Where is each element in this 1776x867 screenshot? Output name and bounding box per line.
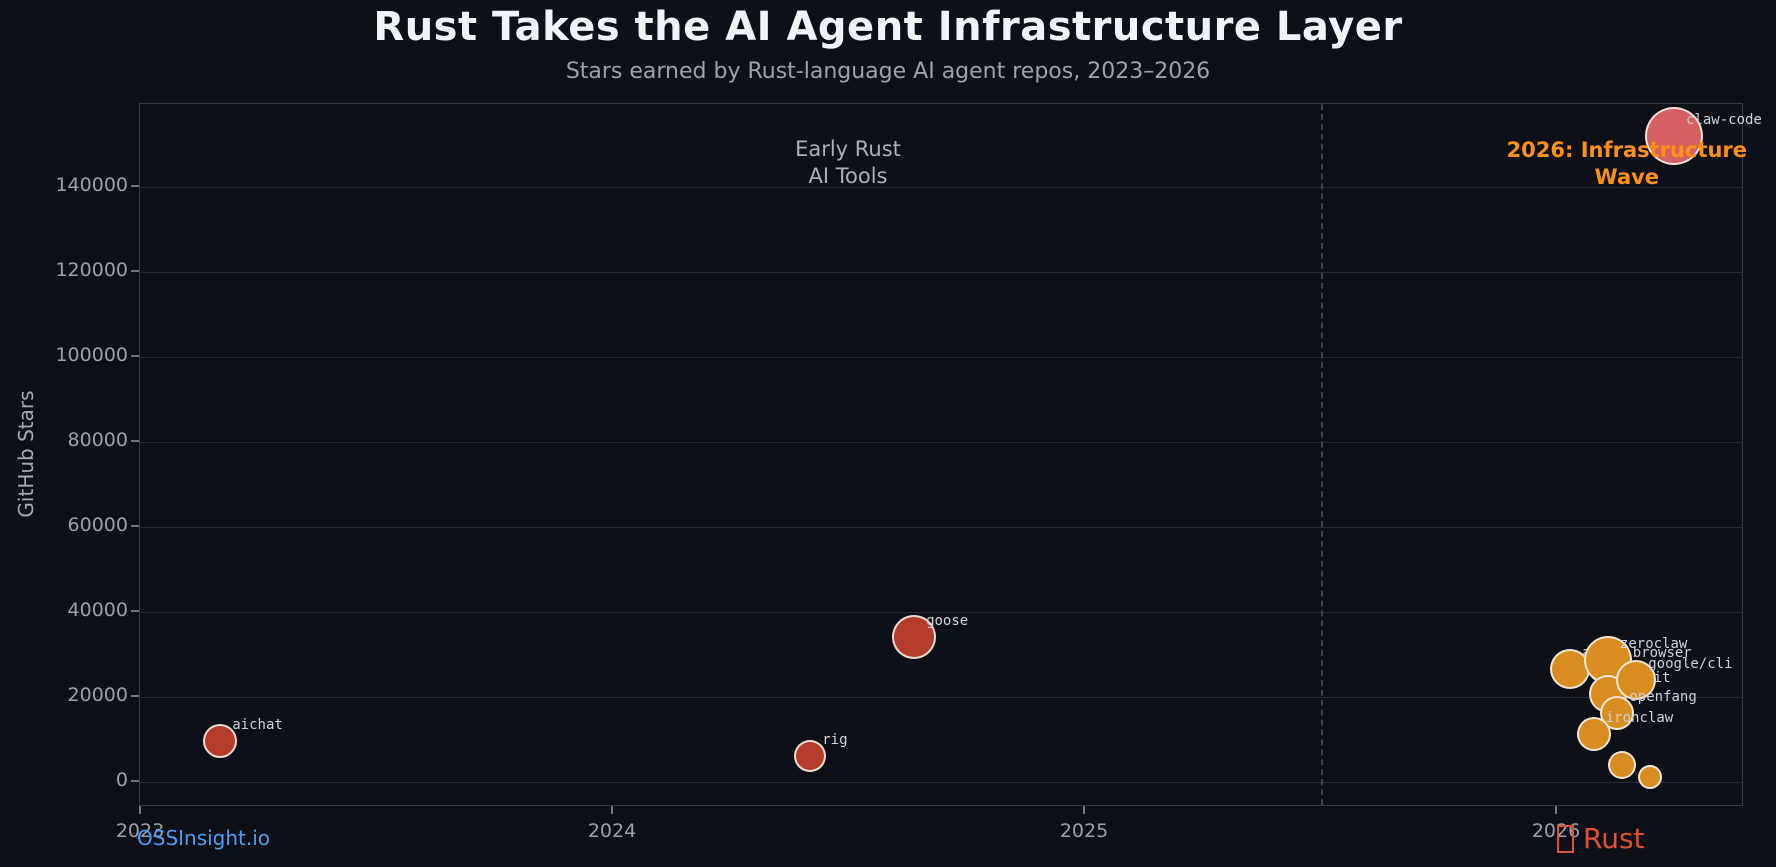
bubble-label-goose: goose	[926, 612, 969, 629]
y-gridline	[140, 527, 1742, 528]
chart-title: Rust Takes the AI Agent Infrastructure L…	[373, 4, 1403, 50]
y-gridline	[140, 697, 1742, 698]
y-gridline	[140, 612, 1742, 613]
y-tick-label: 20000	[67, 684, 128, 706]
bubble-rig[interactable]	[794, 739, 827, 772]
y-tick-mark	[131, 525, 139, 527]
era-divider-dashed-line	[1321, 104, 1323, 805]
bubble-google/cli[interactable]	[1616, 659, 1657, 700]
y-gridline	[140, 357, 1742, 358]
x-tick-mark	[139, 806, 141, 814]
ossinsight-link[interactable]: OSSInsight.io	[137, 826, 271, 850]
y-tick-label: 120000	[55, 259, 128, 281]
rust-brand-label: Rust	[1583, 822, 1645, 855]
bubble-unlabeled[interactable]	[1608, 750, 1637, 779]
bubble-aichat[interactable]	[203, 724, 238, 759]
y-tick-mark	[131, 695, 139, 697]
annotation-line: Early Rust	[795, 137, 901, 162]
y-tick-label: 100000	[55, 344, 128, 366]
rust-brand: Rust	[1557, 822, 1645, 855]
x-tick-mark	[611, 806, 613, 814]
y-gridline	[140, 187, 1742, 188]
annotation-infra-wave: 2026: Infrastructure Wave	[1507, 137, 1747, 191]
bubble-label-rig: rig	[822, 731, 848, 748]
y-tick-label: 40000	[67, 599, 128, 621]
bubble-label-zeroclaw: zeroclaw	[1619, 635, 1688, 652]
x-tick-mark	[1555, 806, 1557, 814]
y-tick-mark	[131, 780, 139, 782]
bubble-label-google/cli: google/cli	[1648, 655, 1733, 672]
bubble-goose[interactable]	[892, 614, 937, 659]
x-tick-label: 2023	[115, 820, 165, 842]
plot-area	[139, 103, 1743, 806]
annotation-early-rust: Early Rust AI Tools	[795, 136, 901, 190]
annotation-line: Wave	[1594, 165, 1660, 190]
y-tick-label: 0	[115, 769, 128, 791]
bubble-label-openfang: openfang	[1629, 689, 1697, 705]
y-gridline	[140, 272, 1742, 273]
crab-icon	[1557, 824, 1574, 853]
y-tick-label: 60000	[67, 514, 128, 536]
y-tick-mark	[131, 185, 139, 187]
x-tick-mark	[1083, 806, 1085, 814]
y-tick-mark	[131, 270, 139, 272]
bubble-label-aichat: aichat	[232, 717, 283, 734]
y-gridline	[140, 782, 1742, 783]
y-gridline	[140, 442, 1742, 443]
annotation-line: 2026: Infrastructure	[1506, 138, 1748, 163]
bubble-unlabeled[interactable]	[1638, 764, 1663, 789]
annotation-line: AI Tools	[808, 164, 888, 189]
bubble-label-ironclaw: ironclaw	[1605, 710, 1674, 727]
y-tick-label: 140000	[55, 174, 128, 196]
y-tick-mark	[131, 355, 139, 357]
y-tick-mark	[131, 440, 139, 442]
bubble-claw-code[interactable]	[1645, 106, 1703, 165]
bubble-ironclaw[interactable]	[1576, 717, 1611, 752]
x-tick-label: 2025	[1059, 820, 1109, 842]
bubble-label-claw-code: claw-code	[1686, 111, 1762, 128]
chart-subtitle: Stars earned by Rust-language AI agent r…	[565, 59, 1211, 84]
y-tick-label: 80000	[67, 429, 128, 451]
x-tick-label: 2024	[587, 820, 637, 842]
y-tick-mark	[131, 610, 139, 612]
